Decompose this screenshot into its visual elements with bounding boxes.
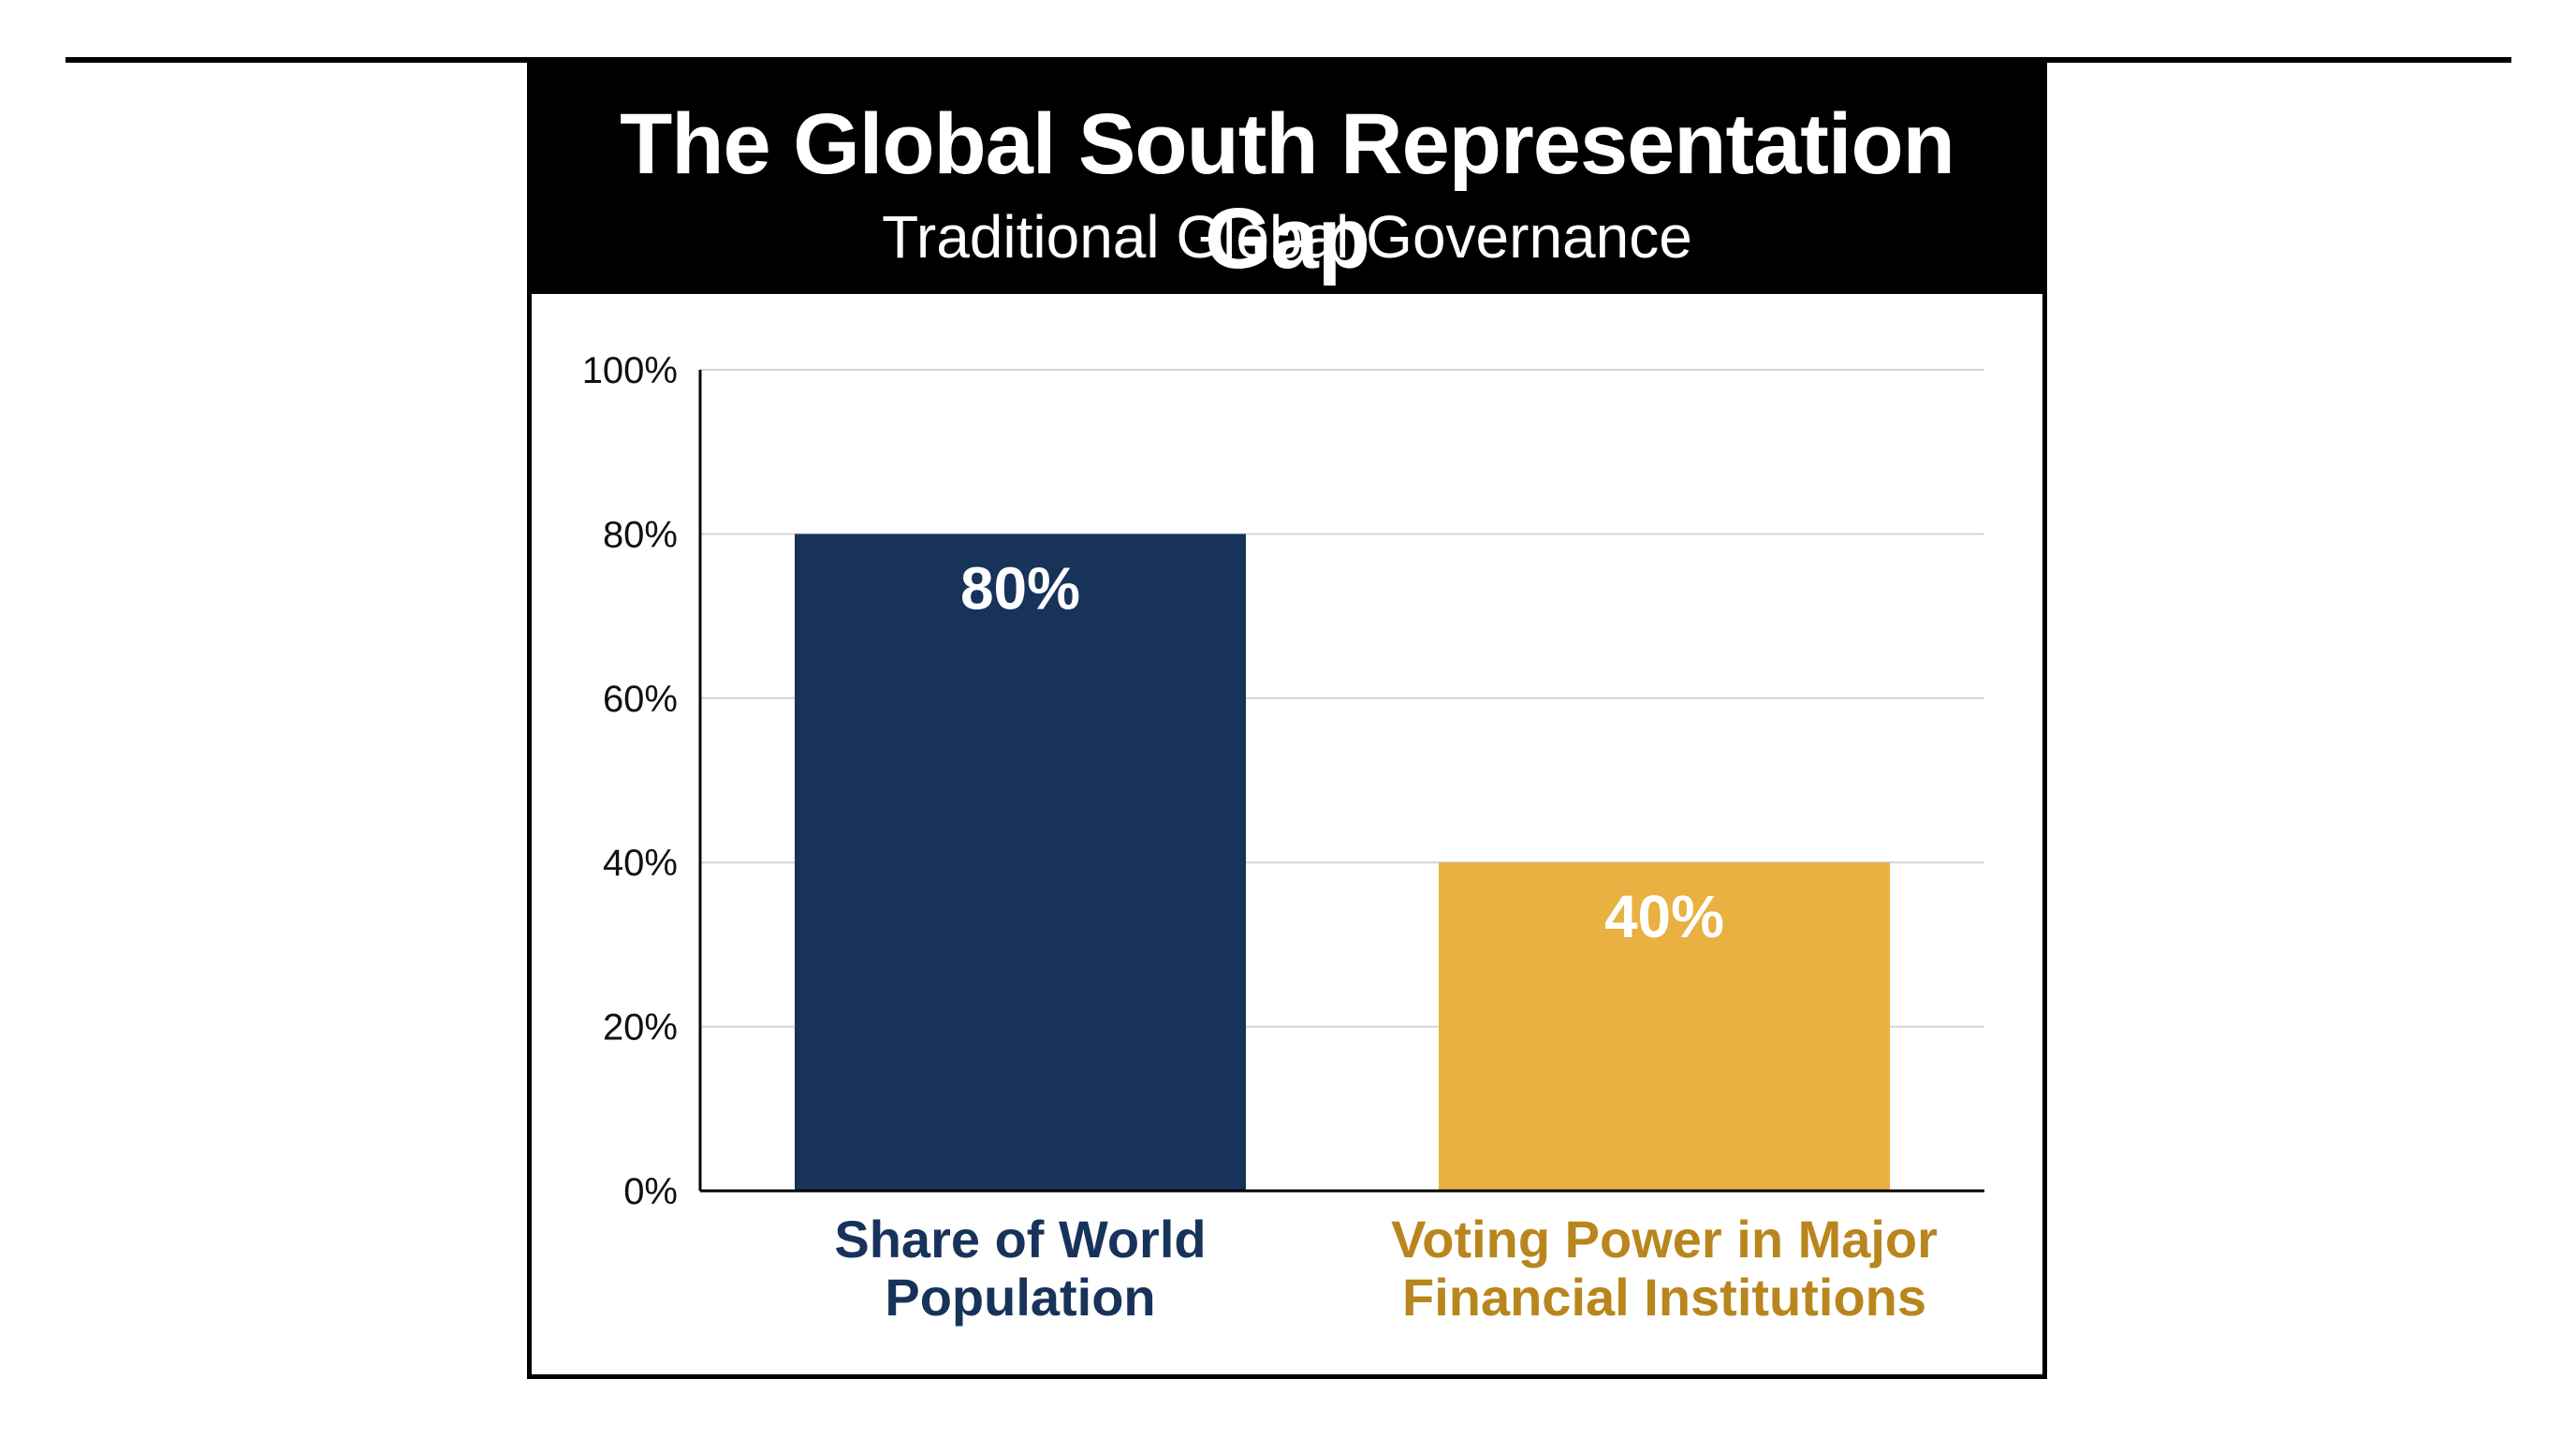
- category-label: Financial Institutions: [1402, 1268, 1926, 1327]
- y-tick-label: 60%: [603, 679, 678, 720]
- chart-header: The Global South Representation Gap Trad…: [532, 64, 2042, 294]
- bar: [1439, 862, 1890, 1191]
- data-label: 80%: [960, 554, 1080, 622]
- y-tick-label: 40%: [603, 843, 678, 884]
- category-label: Share of World: [834, 1210, 1206, 1269]
- y-tick-label: 100%: [582, 350, 678, 391]
- data-label: 40%: [1604, 883, 1724, 950]
- category-label: Voting Power in Major: [1391, 1210, 1938, 1269]
- chart-title: The Global South Representation Gap: [620, 96, 1955, 287]
- chart-subtitle: Traditional Global Governance: [882, 203, 1692, 271]
- bar: [795, 534, 1246, 1191]
- y-tick-label: 20%: [603, 1007, 678, 1049]
- category-label: Population: [885, 1268, 1155, 1327]
- y-tick-label: 80%: [603, 514, 678, 555]
- y-tick-label: 0%: [623, 1171, 678, 1212]
